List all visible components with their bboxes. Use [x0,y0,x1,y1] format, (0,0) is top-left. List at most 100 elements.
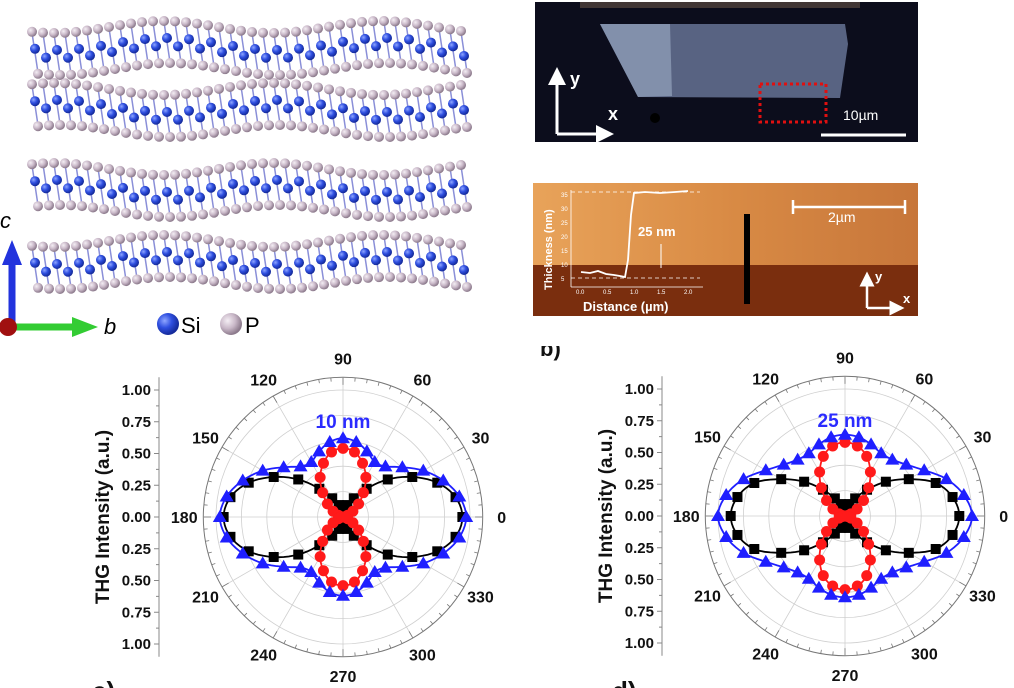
si-atom [371,194,381,205]
p-atom [93,23,103,34]
data-point-triangle [436,546,451,559]
data-point-triangle [824,430,839,443]
data-point-circle [839,584,851,596]
si-atom [459,50,469,61]
data-point-triangle [459,510,474,522]
optical-micrograph-panel: y x 10µm [535,2,918,143]
p-atom [434,83,444,94]
p-atom [154,272,164,283]
b-axis-label: b [104,314,116,339]
p-atom [99,124,109,135]
angle-tick [400,639,403,644]
p-atom [165,58,175,69]
si-atom [393,41,403,52]
p-atom [55,200,65,211]
legend-p-label: P [245,313,260,338]
angle-label: 30 [472,431,490,448]
p-atom [341,128,351,139]
data-point-triangle [874,571,889,584]
angle-tick [723,581,731,587]
afm-y-label: y [875,269,883,284]
si-atom [393,114,403,125]
data-point-square [293,549,304,560]
p-atom [390,230,400,241]
p-atom [38,158,48,169]
p-atom [242,122,252,133]
si-atom [404,185,414,196]
data-point-triangle [736,545,751,558]
p-atom [225,238,235,249]
p-atom [330,63,340,74]
radial-tick-label: 0.50 [625,445,654,462]
p-atom [137,88,147,99]
p-atom [99,279,109,290]
data-point-circle [842,510,854,522]
angle-tick [430,620,434,625]
p-atom [170,169,180,180]
p-atom [247,79,257,90]
p-atom [258,158,268,169]
si-atom [261,183,271,194]
p-atom [418,274,428,285]
p-atom [280,27,290,38]
p-atom [187,273,197,284]
data-point-square [268,552,279,563]
angle-tick [420,628,424,632]
radial-tick-label: 0.75 [122,414,151,431]
angle-tick [723,445,731,451]
angle-tick [252,620,256,625]
si-atom [85,105,95,116]
data-point-circle [863,538,875,550]
p-atom [66,283,76,294]
p-atom [71,79,81,90]
data-point-circle [851,503,863,515]
p-atom [429,62,439,73]
si-atom [228,41,238,52]
data-point-triangle [293,459,308,472]
si-atom [30,257,40,268]
data-point-triangle [939,472,954,485]
si-atom [360,106,370,117]
data-point-triangle [349,434,364,447]
data-point-triangle [736,472,751,485]
p-atom [203,234,213,245]
data-point-square [407,552,418,563]
p-atom [275,200,285,211]
radial-tick-label: 0.25 [122,477,151,494]
si-atom [107,189,117,199]
p-atom [341,61,351,72]
p-atom [297,121,307,132]
si-atom [173,194,183,205]
angle-tick [972,467,977,470]
p-atom [401,17,411,28]
angle-tick [235,604,240,608]
inset-xtick-label: 2.0 [684,290,693,296]
scale-bar-label: 10µm [843,107,878,123]
data-point-square [799,476,810,487]
p-atom [126,18,136,29]
si-atom [206,251,216,262]
si-atom [195,192,205,203]
si-atom [316,254,326,265]
data-point-circle [317,535,329,547]
p-atom [143,130,153,141]
p-atom [192,18,202,29]
p-atom [209,127,219,138]
p-atom [324,21,334,32]
si-atom [327,260,337,271]
data-point-square [333,500,344,511]
p-atom [291,240,301,251]
p-atom [27,159,37,170]
series-triangle [212,431,474,601]
flake-bright-edge [600,24,672,97]
data-point-square [407,471,418,482]
p-atom [434,22,444,33]
p-atom [60,158,70,169]
p-atom [148,89,158,100]
p-atom [170,89,180,100]
p-atom [209,276,219,287]
p-atom [55,120,65,131]
data-point-square [243,477,254,488]
angle-tick [967,573,972,576]
p-atom [27,26,37,37]
